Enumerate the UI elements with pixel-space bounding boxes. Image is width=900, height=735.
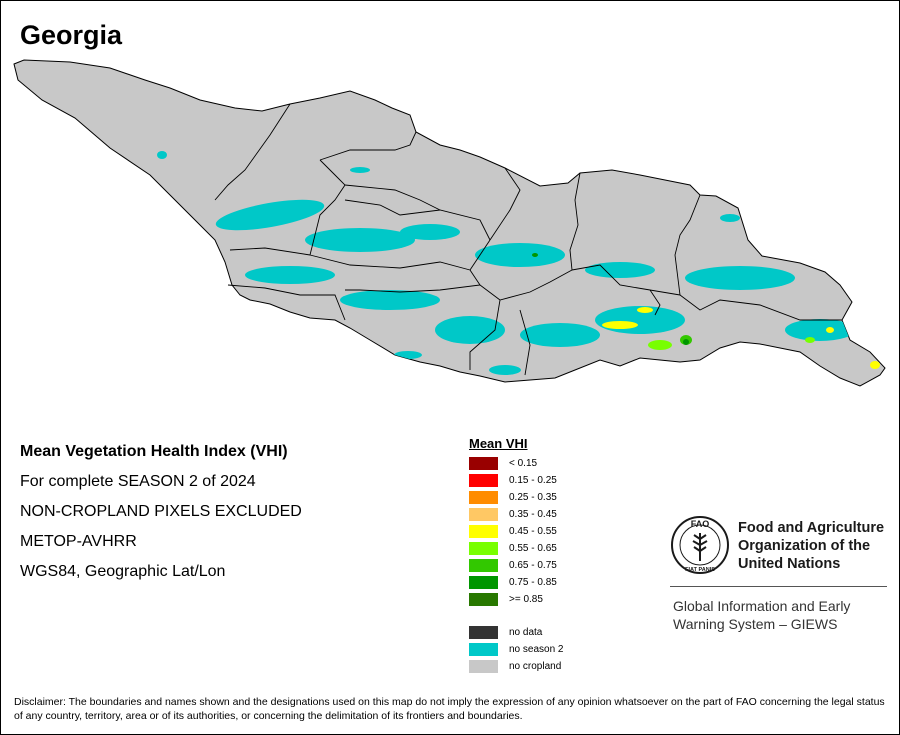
legend-special-label: no data bbox=[509, 627, 543, 638]
admin-boundaries bbox=[214, 103, 842, 376]
legend-title: Mean VHI bbox=[469, 436, 528, 451]
map-title: Georgia bbox=[20, 20, 123, 50]
vhi-value-pixels bbox=[532, 253, 880, 369]
legend-class-row: 0.65 - 0.75 bbox=[469, 557, 564, 574]
map-info-block: Mean Vegetation Health Index (VHI) For c… bbox=[20, 441, 302, 591]
legend-special-swatch bbox=[469, 626, 498, 639]
map-legend: Mean VHI < 0.15 0.15 - 0.25 0.25 - 0.35 0.3… bbox=[469, 436, 564, 675]
fao-divider bbox=[670, 586, 887, 587]
legend-special: no data no season 2 no cropland bbox=[469, 624, 564, 675]
legend-class-label: 0.65 - 0.75 bbox=[509, 560, 557, 571]
legend-class-row: 0.55 - 0.65 bbox=[469, 540, 564, 557]
legend-class-swatch bbox=[469, 542, 498, 555]
legend-class-swatch bbox=[469, 491, 498, 504]
georgia-country-shape bbox=[13, 59, 886, 387]
legend-special-row: no data bbox=[469, 624, 564, 641]
info-pixel-mask: NON-CROPLAND PIXELS EXCLUDED bbox=[20, 503, 302, 520]
legend-special-row: no season 2 bbox=[469, 641, 564, 658]
legend-class-label: 0.25 - 0.35 bbox=[509, 492, 557, 503]
legend-special-swatch bbox=[469, 660, 498, 673]
legend-class-label: 0.15 - 0.25 bbox=[509, 475, 557, 486]
legend-class-row: 0.35 - 0.45 bbox=[469, 506, 564, 523]
legend-class-swatch bbox=[469, 576, 498, 589]
legend-class-swatch bbox=[469, 593, 498, 606]
legend-class-label: 0.35 - 0.45 bbox=[509, 509, 557, 520]
legend-class-label: 0.55 - 0.65 bbox=[509, 543, 557, 554]
legend-class-row: 0.25 - 0.35 bbox=[469, 489, 564, 506]
info-season: For complete SEASON 2 of 2024 bbox=[20, 473, 256, 490]
legend-class-label: < 0.15 bbox=[509, 458, 538, 469]
legend-class-row: < 0.15 bbox=[469, 455, 564, 472]
legend-special-swatch bbox=[469, 643, 498, 656]
legend-special-row: no cropland bbox=[469, 658, 564, 675]
giews-name: Global Information and Early Warning Sys… bbox=[673, 598, 851, 632]
map-canvas bbox=[13, 59, 886, 387]
legend-class-row: 0.15 - 0.25 bbox=[469, 472, 564, 489]
fao-emblem-icon: FAO FIAT PANIS bbox=[671, 516, 729, 574]
legend-class-row: 0.75 - 0.85 bbox=[469, 574, 564, 591]
info-index-name: Mean Vegetation Health Index (VHI) bbox=[20, 443, 288, 460]
legend-class-row: 0.45 - 0.55 bbox=[469, 523, 564, 540]
legend-class-swatch bbox=[469, 474, 498, 487]
legend-special-label: no season 2 bbox=[509, 644, 564, 655]
legend-classes: < 0.15 0.15 - 0.25 0.25 - 0.35 0.35 - 0.45 0… bbox=[469, 455, 564, 608]
info-sensor: METOP-AVHRR bbox=[20, 533, 137, 550]
legend-class-swatch bbox=[469, 508, 498, 521]
svg-text:FAO: FAO bbox=[691, 519, 710, 529]
legend-class-label: 0.45 - 0.55 bbox=[509, 526, 557, 537]
legend-class-swatch bbox=[469, 457, 498, 470]
legend-class-label: >= 0.85 bbox=[509, 594, 543, 605]
legend-class-swatch bbox=[469, 559, 498, 572]
svg-text:FIAT PANIS: FIAT PANIS bbox=[685, 567, 715, 573]
disclaimer: Disclaimer: The boundaries and names sho… bbox=[14, 696, 885, 722]
legend-class-row: >= 0.85 bbox=[469, 591, 564, 608]
legend-class-swatch bbox=[469, 525, 498, 538]
legend-class-label: 0.75 - 0.85 bbox=[509, 577, 557, 588]
info-projection: WGS84, Geographic Lat/Lon bbox=[20, 563, 226, 580]
legend-special-label: no cropland bbox=[509, 661, 562, 672]
fao-organization-name: Food and Agriculture Organization of the… bbox=[738, 520, 885, 572]
